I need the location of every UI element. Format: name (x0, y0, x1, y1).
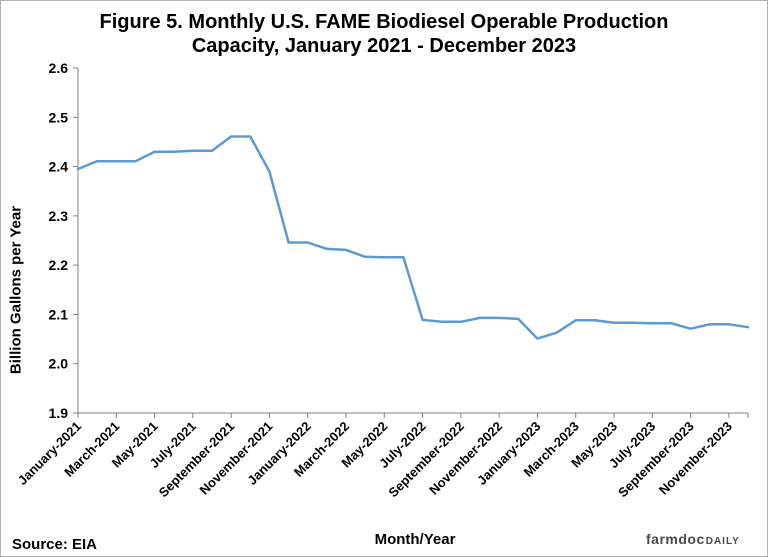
chart-title-line-2: Capacity, January 2021 - December 2023 (191, 35, 577, 57)
y-axis-label: Billion Gallons per Year (7, 205, 25, 375)
x-tick-labels: January-2021March-2021May-2021July-2021S… (15, 419, 735, 501)
farmdoc-logo: farmdocDAILY (646, 531, 740, 547)
x-tick-label: November-2023 (656, 419, 735, 498)
y-tick-label: 2.1 (49, 306, 69, 322)
y-tick-label: 2.0 (49, 356, 69, 372)
chart-title-line-1: Figure 5. Monthly U.S. FAME Biodiesel Op… (99, 11, 669, 33)
y-tick-label: 2.5 (49, 109, 69, 125)
series-line (76, 135, 750, 340)
y-tick-label: 2.6 (49, 60, 69, 76)
y-tick-label: 2.2 (49, 257, 69, 273)
logo-main: farmdoc (646, 531, 705, 547)
y-tick-label: 1.9 (49, 405, 69, 421)
source-note: Source: EIA (12, 536, 98, 553)
y-tick-label: 2.4 (49, 159, 69, 175)
chart-title: Figure 5. Monthly U.S. FAME Biodiesel Op… (0, 10, 768, 58)
y-tick-labels: 1.9 2.0 2.1 2.2 2.3 2.4 2.5 2.6 (49, 60, 69, 421)
x-axis-label: Month/Year (374, 531, 456, 548)
logo-sub: DAILY (705, 536, 740, 547)
axes (73, 67, 749, 418)
y-tick-label: 2.3 (49, 208, 69, 224)
